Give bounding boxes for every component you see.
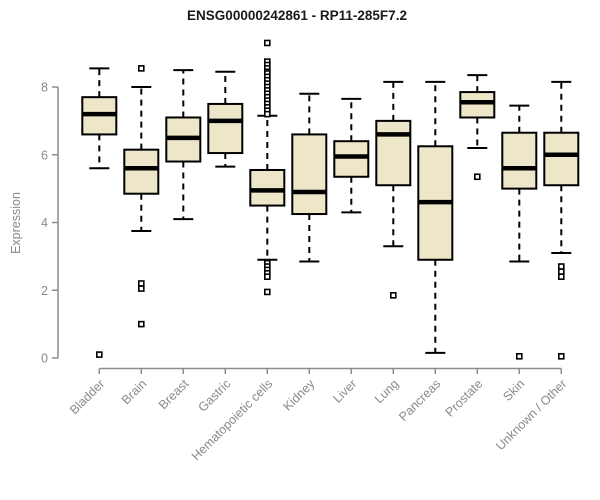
x-tick-label: Lung <box>372 377 402 407</box>
outlier-point <box>557 268 565 275</box>
outlier-point <box>389 292 397 299</box>
y-tick-label: 0 <box>41 352 48 366</box>
outlier-point <box>263 288 271 296</box>
box-Gastric <box>207 102 244 155</box>
outlier-point <box>263 110 271 118</box>
box-Unknown / Other <box>543 131 580 187</box>
y-tick-label: 4 <box>41 216 48 230</box>
outlier-point <box>263 273 271 281</box>
outlier-point <box>138 65 145 72</box>
box-Prostate <box>459 91 496 119</box>
box-Liver <box>333 140 370 178</box>
y-axis-label: Expression <box>9 192 23 254</box>
y-tick-label: 8 <box>41 81 48 95</box>
box-Brain <box>123 148 160 195</box>
box-Kidney <box>291 133 328 216</box>
outlier-point <box>557 273 565 281</box>
outlier-point <box>96 351 103 358</box>
outlier-point <box>557 353 565 360</box>
outlier-point <box>557 263 565 270</box>
plot-layer: 0 2 4 6 8 Bladder Brain Breast GastricHematopoie… <box>41 39 580 464</box>
y-tick-label: 2 <box>41 284 48 298</box>
outlier-point <box>138 280 145 287</box>
x-tick-label: Kidney <box>280 376 317 413</box>
box-Lung <box>375 119 412 187</box>
outlier-point <box>138 285 145 292</box>
x-tick-label: Prostate <box>443 377 486 420</box>
x-tick-label: Pancreas <box>396 377 443 424</box>
x-tick-label: Breast <box>156 376 192 412</box>
x-tick-label: Hematopoietic cells <box>189 377 276 464</box>
outlier-point <box>473 173 481 181</box>
x-tick-label: Brain <box>119 377 150 408</box>
outlier-point <box>515 353 523 360</box>
x-tick-label: Unknown / Other <box>493 377 569 453</box>
x-tick-label: Gastric <box>196 377 234 415</box>
box-Skin <box>501 131 538 190</box>
x-tick-label: Skin <box>500 377 527 404</box>
outlier-point <box>138 320 145 328</box>
x-tick-label: Bladder <box>67 377 107 417</box>
y-tick-label: 6 <box>41 148 48 162</box>
outlier-point <box>263 39 271 47</box>
x-tick-label: Liver <box>330 377 359 406</box>
box-Hematopoietic cells <box>249 168 286 207</box>
chart-title: ENSG00000242861 - RP11-285F7.2 <box>187 8 407 23</box>
